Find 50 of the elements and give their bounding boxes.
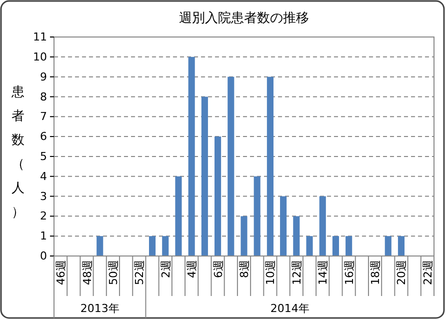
bar bbox=[293, 216, 300, 256]
y-tick-label: 6 bbox=[40, 130, 47, 144]
x-tick-label: 52週 bbox=[133, 260, 146, 285]
x-tick-label: 12週 bbox=[290, 260, 304, 285]
x-tick-label: 4週 bbox=[186, 260, 199, 278]
x-tick-label: 46週 bbox=[54, 260, 68, 285]
y-tick-label: 2 bbox=[40, 210, 47, 223]
x-tick-label: 20週 bbox=[395, 260, 408, 285]
bar bbox=[332, 236, 339, 256]
text: 2013年 bbox=[80, 302, 120, 315]
bar bbox=[228, 76, 234, 256]
x-tick-label: 18週 bbox=[369, 260, 382, 285]
bar bbox=[398, 236, 405, 256]
bar bbox=[319, 196, 326, 256]
bar bbox=[201, 96, 208, 256]
y-tick-label: 10 bbox=[33, 50, 47, 64]
y-tick-label: 5 bbox=[40, 150, 47, 163]
x-tick-label: 22週 bbox=[421, 260, 434, 285]
bar bbox=[175, 176, 182, 256]
x-tick-label: 2週 bbox=[159, 260, 172, 278]
bar bbox=[96, 236, 104, 256]
x-tick-label: 10週 bbox=[264, 260, 278, 285]
bar bbox=[162, 236, 169, 256]
bar bbox=[254, 176, 260, 256]
y-tick-label: 9 bbox=[40, 70, 47, 84]
text: 2014年 bbox=[270, 302, 310, 315]
x-tick-label: 6週 bbox=[212, 260, 225, 278]
y-axis-title: 患者数（人） bbox=[10, 85, 24, 220]
bar bbox=[346, 236, 352, 256]
x-tick-label: 14週 bbox=[316, 260, 330, 285]
y-tick-label: 3 bbox=[40, 190, 47, 203]
bar bbox=[384, 236, 392, 256]
y-tick-label: 11 bbox=[33, 30, 47, 44]
chart-title: 週別入院患者数の推移 bbox=[179, 11, 309, 26]
y-tick-label: 4 bbox=[40, 170, 47, 183]
y-tick-label: 7 bbox=[40, 110, 47, 124]
bar bbox=[280, 196, 287, 256]
bar bbox=[306, 236, 313, 256]
bar bbox=[188, 56, 195, 256]
x-tick-label: 8週 bbox=[238, 260, 251, 278]
x-tick-label: 48週 bbox=[80, 260, 94, 285]
bar bbox=[149, 236, 156, 256]
y-tick-label: 0 bbox=[40, 250, 47, 263]
x-tick-label: 50週 bbox=[106, 260, 120, 285]
y-tick-label: 1 bbox=[40, 230, 47, 243]
y-tick-label: 8 bbox=[40, 90, 47, 104]
bar bbox=[240, 216, 248, 256]
bar bbox=[266, 76, 274, 256]
x-tick-label: 16週 bbox=[342, 260, 356, 285]
bar bbox=[214, 136, 222, 256]
